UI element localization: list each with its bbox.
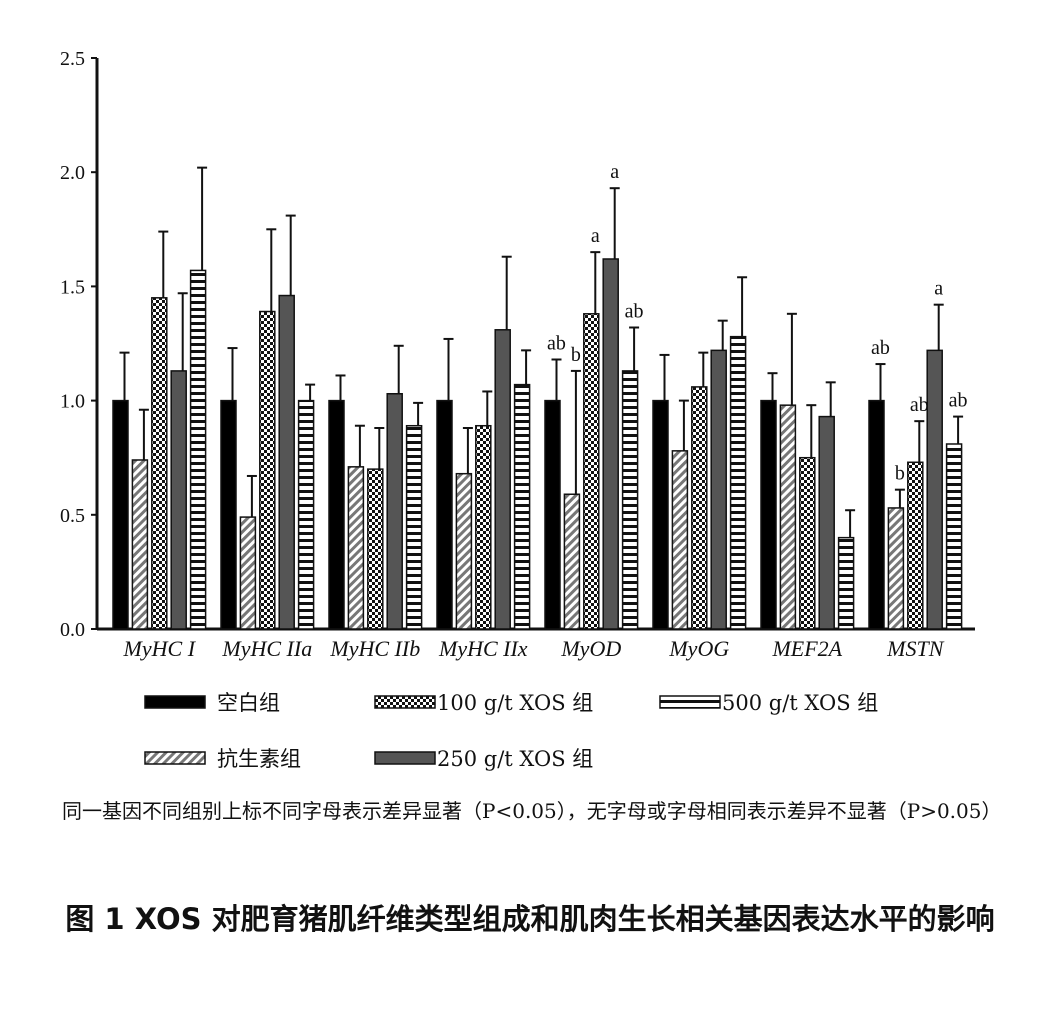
bar bbox=[621, 370, 639, 630]
x-tick-label: MyOD bbox=[560, 636, 621, 661]
bar bbox=[112, 399, 129, 630]
y-tick-label: 0.5 bbox=[60, 505, 85, 527]
bar bbox=[436, 399, 453, 630]
bar bbox=[297, 399, 315, 630]
bar bbox=[691, 386, 708, 630]
bar bbox=[652, 399, 669, 630]
y-tick-label: 2.5 bbox=[60, 48, 85, 70]
bar bbox=[328, 399, 345, 630]
x-tick-label: MyOG bbox=[668, 636, 729, 661]
legend-swatch bbox=[374, 751, 436, 765]
bar bbox=[602, 258, 619, 630]
x-tick-label: MEF2A bbox=[771, 636, 842, 661]
bar bbox=[475, 424, 492, 630]
figure-caption: 图 1 XOS 对肥育猪肌纤维类型组成和肌肉生长相关基因表达水平的影响 bbox=[65, 902, 995, 936]
bar bbox=[544, 399, 561, 630]
bar bbox=[278, 294, 295, 630]
bar bbox=[563, 493, 581, 630]
legend-swatch bbox=[374, 695, 436, 709]
y-tick-label: 0.0 bbox=[60, 619, 85, 641]
bar bbox=[729, 335, 747, 630]
legend-label: 250 g/t XOS 组 bbox=[437, 747, 593, 771]
bar bbox=[494, 329, 511, 630]
legend-label: 100 g/t XOS 组 bbox=[437, 691, 593, 715]
bar bbox=[367, 468, 384, 630]
bar bbox=[455, 472, 473, 630]
legend-label: 500 g/t XOS 组 bbox=[722, 691, 878, 715]
significance-label: a bbox=[610, 161, 619, 183]
legend-swatch bbox=[144, 751, 206, 765]
bar bbox=[837, 536, 855, 630]
bar bbox=[170, 370, 187, 630]
bar bbox=[405, 424, 423, 630]
significance-label: ab bbox=[547, 332, 566, 354]
y-tick-label: 2.0 bbox=[60, 162, 85, 184]
x-tick-label: MyHC IIa bbox=[221, 636, 312, 661]
bar bbox=[868, 399, 885, 630]
x-tick-label: MSTN bbox=[886, 636, 945, 661]
bar bbox=[220, 399, 237, 630]
bar bbox=[189, 269, 207, 630]
bar bbox=[671, 450, 689, 630]
bar bbox=[583, 313, 600, 630]
bar bbox=[710, 349, 727, 630]
bar bbox=[945, 443, 963, 630]
bar bbox=[887, 507, 905, 630]
bar bbox=[259, 310, 276, 630]
footnote: 同一基因不同组别上标不同字母表示差异显著（P<0.05），无字母或字母相同表示差… bbox=[62, 799, 1002, 823]
significance-label: ab bbox=[871, 337, 890, 359]
bar-chart: 0.0 0.5 1.0 1.5 2.0 2.5 MyHC I MyHC IIa MyHC IIb… bbox=[60, 48, 975, 771]
bar bbox=[151, 297, 168, 630]
bar bbox=[799, 456, 816, 630]
y-tick-label: 1.0 bbox=[60, 391, 85, 413]
legend-swatch bbox=[144, 695, 206, 709]
bar bbox=[779, 404, 797, 630]
legend-label: 抗生素组 bbox=[217, 747, 301, 771]
bar bbox=[386, 392, 403, 630]
legend-label: 空白组 bbox=[217, 691, 280, 715]
significance-label: a bbox=[934, 278, 943, 300]
bar bbox=[347, 466, 365, 630]
bar bbox=[818, 415, 835, 630]
x-tick-label: MyHC I bbox=[123, 636, 197, 661]
x-tick-label: MyHC IIb bbox=[329, 636, 420, 661]
significance-label: a bbox=[591, 225, 600, 247]
legend-swatch bbox=[659, 695, 721, 709]
bar bbox=[907, 461, 924, 630]
significance-label: b bbox=[571, 344, 581, 366]
bar bbox=[926, 349, 943, 630]
bar bbox=[131, 459, 149, 630]
bar bbox=[760, 399, 777, 630]
significance-label: ab bbox=[949, 390, 968, 412]
significance-label: ab bbox=[910, 394, 929, 416]
bar bbox=[513, 383, 531, 630]
significance-label: b bbox=[895, 463, 905, 485]
x-tick-label: MyHC IIx bbox=[438, 636, 528, 661]
significance-label: ab bbox=[625, 301, 644, 323]
y-tick-label: 1.5 bbox=[60, 276, 85, 298]
bar bbox=[239, 516, 257, 630]
